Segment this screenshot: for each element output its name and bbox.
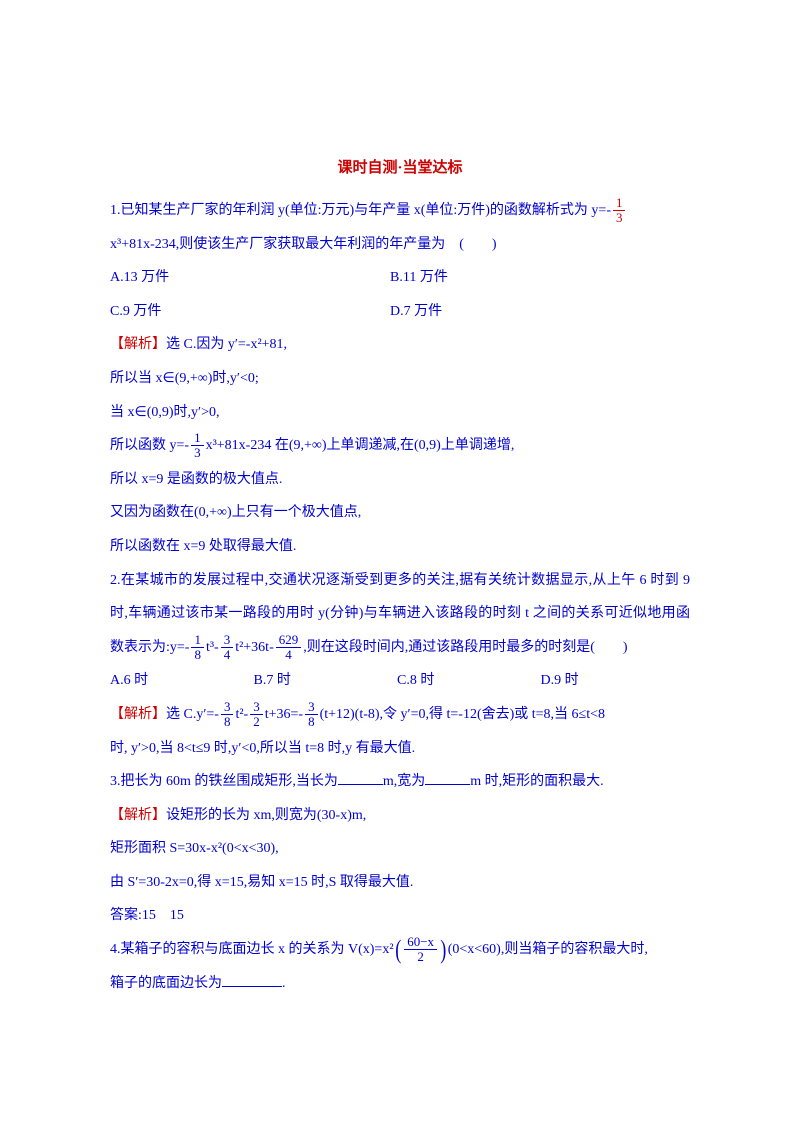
frac-den: 4: [276, 648, 302, 662]
q4-frac: 60−x2: [404, 935, 437, 965]
q1-options-row2: C.9 万件 D.7 万件: [110, 295, 690, 329]
q2-option-d: D.9 时: [541, 664, 681, 698]
q1-stem-b: x³+81x-234,则使该生产厂家获取最大年利润的年产量为 ( ): [110, 228, 690, 262]
frac-num: 3: [221, 700, 234, 715]
q1-frac-1-3: 13: [613, 196, 626, 226]
frac-den: 4: [221, 648, 234, 662]
q1-sol-1-text: 选 C.因为 y′=-x²+81,: [166, 337, 287, 352]
q2-s1: 选 C.y′=-: [166, 707, 219, 722]
frac-den: 2: [404, 950, 437, 964]
q3-answer: 答案:15 15: [110, 899, 690, 933]
analysis-label: 【解析】: [110, 808, 166, 823]
frac-num: 60−x: [404, 935, 437, 950]
q1-sol-3: 当 x∈(0,9)时,y′>0,: [110, 396, 690, 430]
q2-stem: 2.在某城市的发展过程中,交通状况逐渐受到更多的关注,据有关统计数据显示,从上午…: [110, 564, 690, 665]
q4-stem-c: 箱子的底面边长为: [110, 976, 222, 991]
q4-stem-b: (0<x<60),则当箱子的容积最大时,: [448, 942, 648, 957]
frac-den: 8: [221, 715, 234, 729]
q2-sol-5: 时, y′>0,当 8<t≤9 时,y′<0,所以当 t=8 时,y 有最大值.: [110, 732, 690, 766]
frac-num: 3: [221, 633, 234, 648]
q4-stem-a: 4.某箱子的容积与底面边长 x 的关系为 V(x)=x²: [110, 942, 394, 957]
q3-stem-a: 3.把长为 60m 的铁丝围成矩形,当长为: [110, 774, 338, 789]
q2-gfrac3: 38: [305, 700, 318, 730]
q1-sol-4a: 所以函数 y=-: [110, 438, 189, 453]
q1-option-c: C.9 万件: [110, 295, 390, 329]
q1-sol-6: 又因为函数在(0,+∞)上只有一个极大值点,: [110, 496, 690, 530]
q1-options-row1: A.13 万件 B.11 万件: [110, 261, 690, 295]
q3-stem: 3.把长为 60m 的铁丝围成矩形,当长为 m,宽为 m 时,矩形的面积最大.: [110, 765, 690, 799]
q3-sol-1-text: 设矩形的长为 xm,则宽为(30-x)m,: [166, 808, 366, 823]
q2-mid2: t²+36t-: [235, 640, 274, 655]
q1-option-b: B.11 万件: [390, 261, 448, 295]
frac-num: 3: [250, 700, 263, 715]
q1-sol-7: 所以函数在 x=9 处取得最大值.: [110, 530, 690, 564]
q2-gfrac2: 32: [250, 700, 263, 730]
q2-frac1: 18: [191, 633, 204, 663]
q3-stem-c: m 时,矩形的面积最大.: [470, 774, 603, 789]
q3-sol-1: 【解析】设矩形的长为 xm,则宽为(30-x)m,: [110, 799, 690, 833]
q1-sol-1: 【解析】选 C.因为 y′=-x²+81,: [110, 328, 690, 362]
frac-den: 3: [191, 446, 204, 460]
q2-s2: t²-: [235, 707, 248, 722]
fill-blank: [338, 771, 383, 785]
frac-num: 3: [305, 700, 318, 715]
fill-blank: [425, 771, 470, 785]
q1-sol-4b: x³+81x-234 在(9,+∞)上单调递减,在(0,9)上单调递增,: [206, 438, 515, 453]
q1-sol-2: 所以当 x∈(9,+∞)时,y′<0;: [110, 362, 690, 396]
q1-stem-text-a: 1.已知某生产厂家的年利润 y(单位:万元)与年产量 x(单位:万件)的函数解析…: [110, 203, 611, 218]
right-paren-icon: ): [440, 937, 446, 963]
q2-stem-b: ,则在这段时间内,通过该路段用时最多的时刻是( ): [303, 640, 627, 655]
q1-sol-5: 所以 x=9 是函数的极大值点.: [110, 463, 690, 497]
q2-option-c: C.8 时: [397, 664, 537, 698]
analysis-label: 【解析】: [110, 707, 166, 722]
q2-frac3: 6294: [276, 633, 302, 663]
q2-sol: 【解析】选 C.y′=-38t²-32t+36=-38(t+12)(t-8),令…: [110, 698, 690, 732]
frac-den: 8: [191, 648, 204, 662]
q4-paren-frac: (60−x2): [394, 933, 448, 967]
left-paren-icon: (: [395, 937, 401, 963]
frac-den: 8: [305, 715, 318, 729]
q2-option-a: A.6 时: [110, 664, 250, 698]
q3-stem-b: m,宽为: [383, 774, 425, 789]
frac-den: 2: [250, 715, 263, 729]
q4-stem-line2: 箱子的底面边长为.: [110, 967, 690, 1001]
frac-num: 1: [191, 431, 204, 446]
q2-frac2: 34: [221, 633, 234, 663]
q4-stem: 4.某箱子的容积与底面边长 x 的关系为 V(x)=x²(60−x2)(0<x<…: [110, 933, 690, 967]
q1-stem: 1.已知某生产厂家的年利润 y(单位:万元)与年产量 x(单位:万件)的函数解析…: [110, 194, 690, 228]
q2-s4: (t+12)(t-8),令 y′=0,得 t=-12(舍去)或 t=8,当 6≤…: [320, 707, 605, 722]
q4-stem-d: .: [282, 976, 286, 991]
page-title: 课时自测·当堂达标: [110, 150, 690, 186]
analysis-label: 【解析】: [110, 337, 166, 352]
q1-sol-frac: 13: [191, 431, 204, 461]
q2-mid1: t³-: [206, 640, 219, 655]
frac-den: 3: [613, 211, 626, 225]
q1-option-d: D.7 万件: [390, 295, 442, 329]
q2-options: A.6 时 B.7 时 C.8 时 D.9 时: [110, 664, 690, 698]
q3-sol-2: 矩形面积 S=30x-x²(0<x<30),: [110, 832, 690, 866]
q3-sol-3: 由 S′=30-2x=0,得 x=15,易知 x=15 时,S 取得最大值.: [110, 866, 690, 900]
q1-option-a: A.13 万件: [110, 261, 390, 295]
q2-option-b: B.7 时: [254, 664, 394, 698]
q1-sol-4: 所以函数 y=-13x³+81x-234 在(9,+∞)上单调递减,在(0,9)…: [110, 429, 690, 463]
frac-num: 629: [276, 633, 302, 648]
q2-s3: t+36=-: [265, 707, 303, 722]
q2-gfrac1: 38: [221, 700, 234, 730]
fill-blank: [222, 973, 282, 987]
frac-num: 1: [613, 196, 626, 211]
frac-num: 1: [191, 633, 204, 648]
